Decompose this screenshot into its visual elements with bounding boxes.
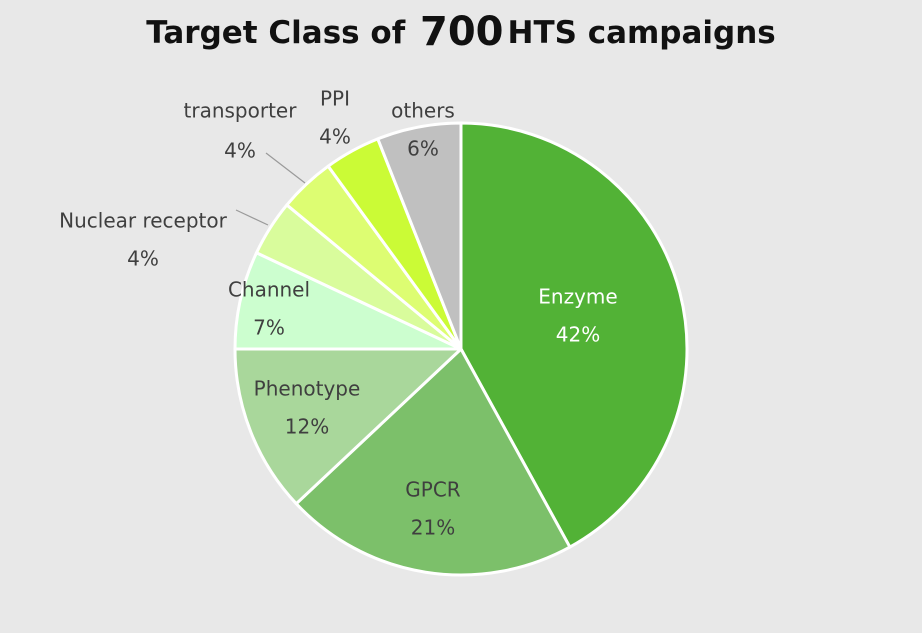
slice-labels: Enzyme 42% GPCR 21% Phenotype 12% Channel 7% Nuc… <box>59 87 618 540</box>
slice-label-name: others <box>391 99 455 123</box>
title-number: 700 <box>420 9 504 55</box>
slice-label-name: transporter <box>184 99 298 123</box>
slice-label-name: PPI <box>320 87 350 111</box>
title-suffix: HTS campaigns <box>507 15 776 51</box>
slice-label-value: 4% <box>127 247 159 271</box>
slice-label-value: 42% <box>556 323 600 347</box>
pie-slice-gpcr <box>294 347 572 577</box>
slice-label-value: 7% <box>253 316 285 340</box>
pie-slice-phenotype <box>233 347 463 506</box>
slice-label-name: Nuclear receptor <box>59 209 227 233</box>
leader-line <box>265 152 306 184</box>
pie-slice-others <box>376 121 463 351</box>
slice-label-value: 4% <box>319 125 351 149</box>
pie-slices <box>233 121 689 577</box>
slice-label-name: GPCR <box>405 478 461 502</box>
slice-label-value: 21% <box>411 516 455 540</box>
slice-label-value: 4% <box>224 139 256 163</box>
slice-label-name: Channel <box>228 278 310 302</box>
chart-title: Target Class of 700 HTS campaigns <box>0 8 922 57</box>
pie-slice-enzyme <box>459 121 689 549</box>
title-prefix: Target Class of <box>146 15 406 51</box>
leader-lines <box>235 152 306 226</box>
leader-line <box>235 209 269 226</box>
slice-label-name: Phenotype <box>254 377 361 401</box>
slice-label-value: 12% <box>285 415 329 439</box>
slice-label-name: Enzyme <box>538 285 617 309</box>
slice-label-value: 6% <box>407 137 439 161</box>
